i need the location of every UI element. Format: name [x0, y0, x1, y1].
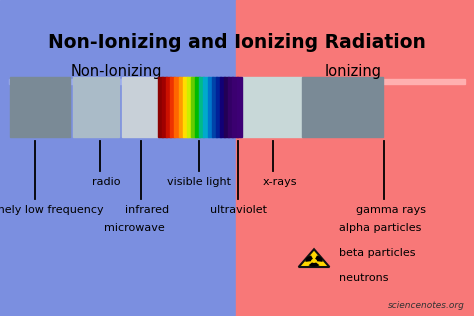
- Bar: [228, 77, 233, 137]
- Wedge shape: [315, 255, 323, 262]
- Wedge shape: [309, 262, 319, 267]
- Text: Ionizing: Ionizing: [325, 64, 382, 79]
- Text: extremely low frequency: extremely low frequency: [0, 205, 104, 216]
- Bar: [216, 77, 221, 137]
- Bar: [162, 77, 167, 137]
- Bar: [174, 77, 180, 137]
- Bar: [237, 77, 242, 137]
- Text: ultraviolet: ultraviolet: [210, 205, 267, 216]
- Bar: [187, 77, 192, 137]
- Bar: [212, 77, 217, 137]
- Bar: [0, 0, 236, 316]
- Bar: [199, 77, 204, 137]
- Bar: [195, 77, 200, 137]
- Bar: [224, 77, 229, 137]
- Bar: [182, 77, 188, 137]
- Text: infrared: infrared: [125, 205, 169, 216]
- Bar: [170, 77, 175, 137]
- Bar: [9, 79, 231, 84]
- Polygon shape: [299, 249, 329, 267]
- Bar: [122, 77, 158, 137]
- Text: Non-Ionizing and Ionizing Radiation: Non-Ionizing and Ionizing Radiation: [48, 33, 426, 52]
- Text: sciencenotes.org: sciencenotes.org: [388, 301, 465, 310]
- Bar: [158, 77, 163, 137]
- Bar: [241, 77, 302, 137]
- Bar: [203, 77, 209, 137]
- Text: microwave: microwave: [104, 222, 164, 233]
- Bar: [208, 77, 213, 137]
- Bar: [232, 77, 237, 137]
- Text: gamma rays: gamma rays: [356, 205, 426, 216]
- Bar: [73, 77, 118, 137]
- Wedge shape: [305, 255, 313, 262]
- Bar: [10, 77, 70, 137]
- Text: neutrons: neutrons: [339, 273, 388, 283]
- Bar: [191, 77, 196, 137]
- Circle shape: [311, 259, 317, 263]
- Bar: [240, 79, 465, 84]
- Text: alpha particles: alpha particles: [339, 222, 421, 233]
- Bar: [179, 77, 184, 137]
- Text: Non-Ionizing: Non-Ionizing: [70, 64, 162, 79]
- Bar: [220, 77, 225, 137]
- Bar: [166, 77, 171, 137]
- Bar: [302, 77, 383, 137]
- Text: radio: radio: [92, 177, 121, 187]
- Text: beta particles: beta particles: [339, 248, 415, 258]
- Text: x-rays: x-rays: [263, 177, 297, 187]
- Bar: [236, 0, 474, 316]
- Text: visible light: visible light: [167, 177, 231, 187]
